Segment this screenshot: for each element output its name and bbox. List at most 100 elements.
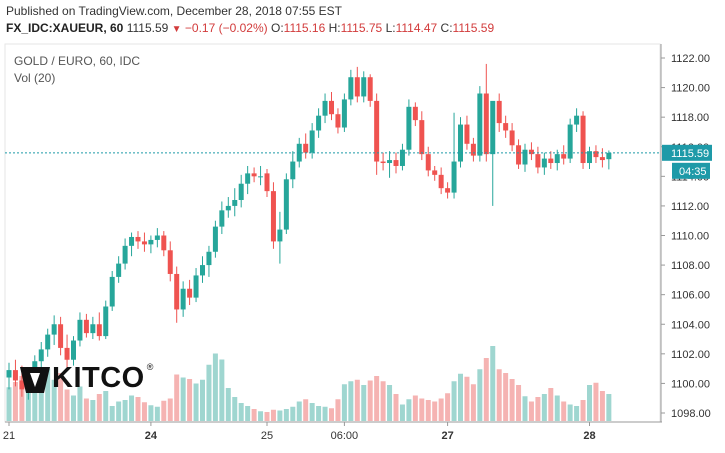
volume-bar (122, 400, 128, 421)
volume-bar (451, 381, 457, 421)
x-tick-label: 06:00 (331, 430, 359, 442)
kitco-wordmark: KITCO (52, 362, 145, 394)
high-value: 1115.75 (340, 21, 383, 35)
candle-body (238, 183, 244, 200)
close-label: C: (440, 21, 453, 35)
candle-body (561, 154, 567, 159)
candle-body (335, 114, 341, 128)
candle-body (12, 370, 18, 381)
volume-bar (580, 400, 586, 421)
volume-bar (193, 383, 199, 421)
volume-bar (6, 387, 12, 421)
volume-bar (567, 404, 573, 421)
kitco-logo: KITCO ® (18, 362, 153, 395)
candle-body (296, 143, 302, 162)
volume-bar (12, 382, 18, 421)
volume-bar (19, 376, 25, 421)
candle-body (206, 251, 212, 266)
low-label: L: (385, 21, 396, 35)
volume-bar (445, 393, 451, 421)
volume-bar (219, 359, 225, 421)
candle-body (528, 149, 534, 155)
candle-body (445, 188, 451, 193)
candle-body (322, 100, 328, 116)
candle-body (516, 145, 522, 165)
volume-bar (206, 364, 212, 421)
candle-body (174, 273, 180, 310)
candle-body (167, 250, 173, 274)
volume-bar (270, 409, 276, 421)
volume-bar (290, 406, 296, 421)
volume-bar (225, 388, 231, 421)
candle-body (354, 77, 360, 97)
volume-bar (303, 399, 309, 421)
volume-bar (548, 388, 554, 421)
price-change: −0.17 (−0.02%) (184, 21, 268, 35)
volume-bar (348, 381, 354, 421)
candle-body (341, 99, 347, 128)
volume-bar (432, 401, 438, 421)
candle-body (593, 151, 599, 158)
volume-bar (341, 384, 347, 421)
volume-bar (103, 391, 109, 421)
candle-body (290, 161, 296, 180)
volume-bar (574, 406, 580, 421)
candle-body (490, 100, 496, 155)
volume-bar (109, 406, 115, 421)
volume-bar (141, 402, 147, 421)
volume-bar (316, 406, 322, 421)
y-tick-label: 1100.00 (671, 378, 710, 390)
open-value: 1115.16 (283, 21, 326, 35)
candle-body (367, 77, 373, 101)
x-tick-label: 25 (261, 430, 273, 442)
volume-bar (399, 404, 405, 421)
volume-bar (90, 400, 96, 421)
volume-bar (25, 385, 31, 421)
candle-body (141, 241, 147, 245)
candle-body (574, 115, 580, 125)
symbol-label[interactable]: FX_IDC:XAUEUR, 60 (6, 21, 124, 35)
candle-body (6, 370, 12, 378)
volume-bar (180, 377, 186, 421)
volume-bar (167, 398, 173, 421)
volume-bar (535, 397, 541, 421)
y-tick-label: 1106.00 (671, 290, 710, 302)
candle-body (548, 158, 554, 164)
candle-body (96, 324, 102, 337)
candle-body (83, 319, 89, 334)
volume-bar (374, 376, 380, 421)
candle-body (154, 235, 160, 240)
volume-bar (503, 373, 509, 421)
candle-body (277, 229, 283, 242)
candle-body (541, 158, 547, 168)
volume-bar (58, 373, 64, 421)
candle-body (606, 152, 612, 160)
volume-bar (406, 399, 412, 421)
volume-bar (516, 385, 522, 421)
open-label: O: (270, 21, 284, 35)
volume-bar (232, 397, 238, 421)
y-tick-label: 1110.00 (671, 231, 709, 243)
volume-bar (64, 389, 70, 421)
candle-body (458, 124, 463, 162)
y-tick-label: 1098.00 (671, 408, 711, 420)
candle-body (412, 106, 418, 121)
volume-bar (464, 376, 470, 421)
candle-body (374, 100, 380, 162)
candle-body (90, 324, 96, 334)
y-tick-label: 1118.00 (671, 112, 709, 124)
candle-body (103, 306, 109, 337)
candle-body (554, 154, 560, 164)
volume-bar (212, 353, 218, 421)
x-tick-label: 28 (583, 430, 595, 442)
candle-body (180, 288, 186, 310)
volume-bar (412, 395, 418, 421)
candle-body (361, 77, 367, 97)
volume-bar (425, 400, 431, 421)
candle-body (219, 210, 225, 227)
candle-body (19, 380, 25, 390)
candle-body (393, 160, 399, 166)
volume-bar (277, 410, 283, 421)
volume-bar (71, 395, 76, 421)
